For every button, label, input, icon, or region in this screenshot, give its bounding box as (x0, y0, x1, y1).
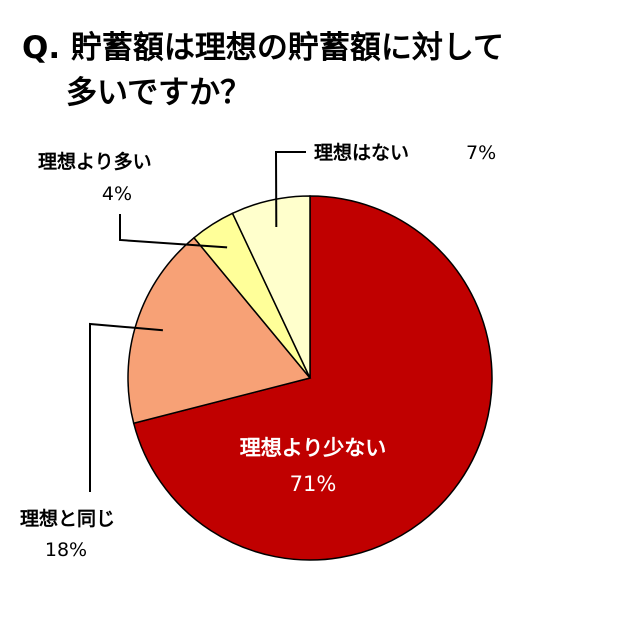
slice-value-same: 18% (45, 539, 87, 561)
slice-label-none: 理想はない (314, 141, 409, 164)
leader-lines (89, 151, 306, 492)
slice-value-more: 4% (102, 183, 132, 205)
leader-none (274, 151, 306, 228)
slice-same (127, 236, 312, 425)
slice-less (132, 195, 493, 561)
slice-label-same: 理想と同じ (20, 507, 115, 530)
slice-value-none: 7% (466, 142, 496, 164)
leader-same (89, 322, 163, 492)
pie-slices (127, 195, 493, 561)
chart-title-line-2: 多いですか？ (66, 75, 251, 111)
slice-none (231, 195, 311, 379)
slice-label-less: 理想より少ない (240, 436, 387, 460)
chart-title-line-1: Q. 貯蓄額は理想の貯蓄額に対して (22, 30, 504, 66)
slice-label-more: 理想より多い (38, 150, 152, 173)
leader-more (119, 214, 228, 249)
slice-value-less: 71% (290, 472, 337, 496)
